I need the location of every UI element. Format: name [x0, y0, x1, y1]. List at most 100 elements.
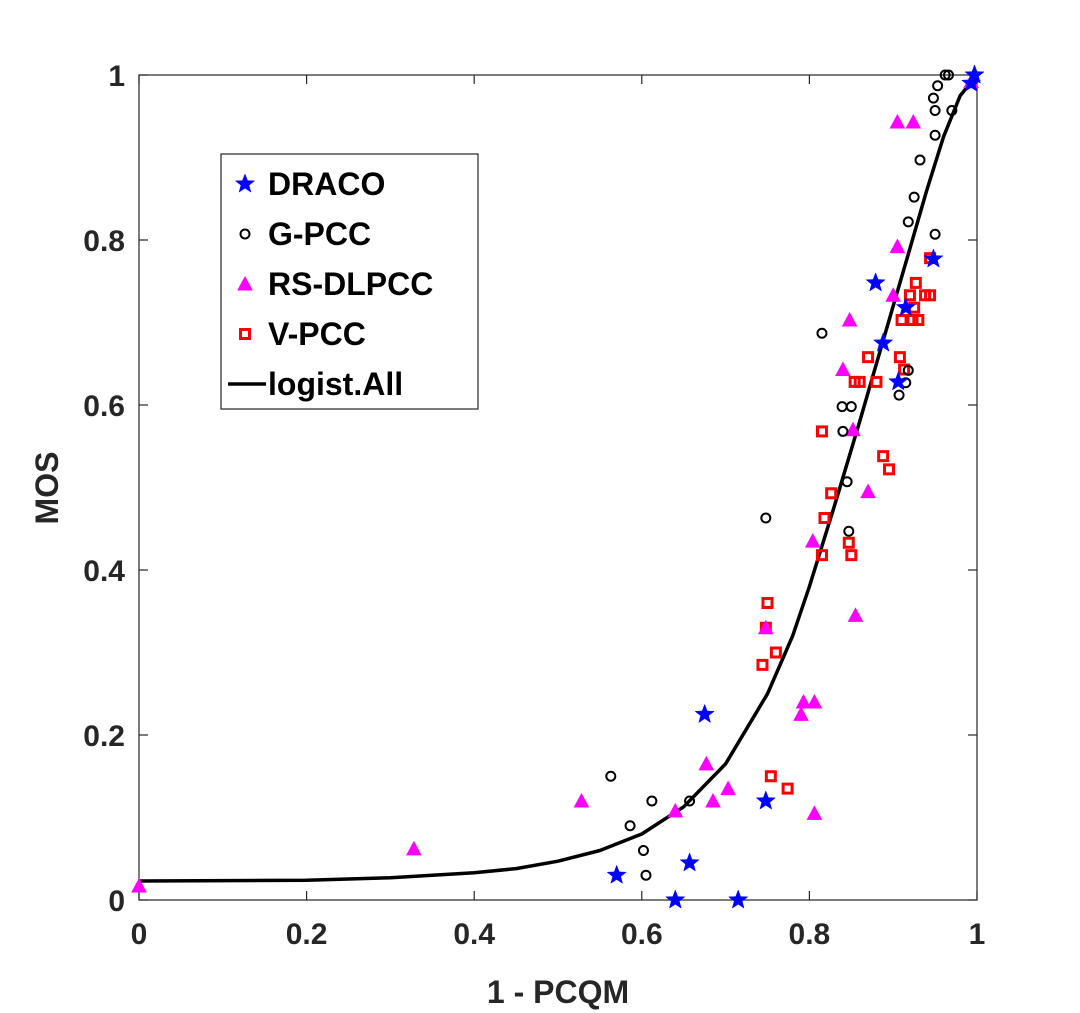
data-point-star	[665, 889, 686, 909]
data-point-square	[845, 549, 858, 562]
data-point-circle	[646, 795, 658, 807]
data-point-star	[728, 889, 749, 909]
series-g-pcc	[605, 69, 958, 881]
data-point-square	[825, 487, 838, 500]
data-point-triangle	[889, 238, 906, 254]
data-point-triangle	[905, 113, 922, 129]
data-point-square	[909, 276, 922, 289]
data-point-triangle	[845, 421, 861, 437]
data-point-square	[903, 289, 916, 302]
legend: DRACO G-PCC RS-DLPCC V-PCC logist.All	[220, 153, 479, 410]
data-point-square	[756, 658, 769, 671]
series-rs-dlpcc	[131, 73, 979, 893]
data-point-star	[895, 296, 916, 317]
logistic-fit-line	[138, 73, 979, 883]
data-point-square	[862, 351, 875, 364]
y-tick-label: 0	[108, 885, 125, 918]
legend-marker-triangle	[237, 275, 253, 291]
data-point-square	[764, 770, 777, 783]
tick-labels: 0 0.2 0.4 0.6 0.8 1 0 0.2 0.4 0.6 0.8 1	[83, 60, 985, 951]
data-point-circle	[605, 770, 617, 782]
y-tick-label: 0.2	[83, 720, 125, 753]
data-point-triangle	[885, 287, 902, 302]
data-point-square	[842, 536, 855, 549]
data-point-triangle	[705, 792, 721, 808]
fit-line-layer	[138, 73, 979, 883]
data-point-square	[877, 450, 890, 463]
legend-marker-circle	[239, 228, 251, 240]
legend-entries: DRACO G-PCC RS-DLPCC V-PCC logist.All	[228, 166, 433, 402]
data-point-circle	[816, 327, 828, 339]
data-point-circle	[902, 216, 914, 228]
legend-marker-square	[239, 328, 251, 340]
data-point-circle	[843, 525, 855, 537]
series-draco	[606, 64, 985, 909]
y-tick-label: 1	[108, 60, 125, 93]
data-point-star	[865, 272, 886, 292]
legend-marker-star	[234, 173, 256, 193]
data-point-triangle	[841, 311, 858, 327]
data-point-triangle	[698, 755, 715, 771]
data-point-triangle	[757, 619, 774, 635]
data-point-square	[853, 375, 866, 388]
data-point-circle	[908, 191, 920, 203]
x-tick-label: 0.6	[621, 918, 663, 951]
data-point-triangle	[667, 802, 684, 818]
x-tick-label: 0.4	[453, 918, 495, 951]
y-tick-label: 0.4	[83, 555, 125, 588]
data-point-triangle	[889, 113, 906, 129]
data-point-square	[895, 314, 908, 327]
x-axis-title: 1 - PCQM	[487, 974, 629, 1010]
data-point-circle	[684, 795, 696, 807]
data-point-square	[769, 646, 782, 659]
data-point-triangle	[860, 483, 876, 499]
x-tick-label: 0.2	[286, 918, 328, 951]
data-point-triangle	[406, 840, 422, 856]
data-point-circle	[893, 389, 905, 401]
y-tick-label: 0.8	[83, 225, 125, 258]
y-tick-label: 0.6	[83, 390, 125, 423]
data-point-triangle	[806, 805, 823, 820]
data-point-circle	[927, 92, 939, 104]
data-point-circle	[929, 104, 941, 116]
legend-label: DRACO	[268, 166, 385, 202]
data-point-circle	[640, 869, 652, 881]
series-v-pcc	[756, 252, 937, 795]
x-tick-label: 1	[969, 918, 986, 951]
data-point-circle	[914, 154, 926, 166]
data-point-circle	[943, 69, 955, 81]
data-point-circle	[760, 512, 772, 524]
data-point-star	[888, 371, 909, 391]
data-point-square	[924, 289, 937, 302]
data-point-star	[694, 703, 715, 724]
data-point-circle	[946, 104, 958, 116]
data-point-triangle	[573, 792, 590, 808]
data-point-circle	[932, 80, 944, 92]
data-point-triangle	[795, 693, 812, 709]
data-point-star	[872, 332, 894, 352]
data-point-triangle	[847, 607, 864, 622]
data-point-circle	[902, 364, 914, 376]
data-point-square	[893, 351, 906, 364]
data-point-circle	[929, 228, 941, 240]
data-point-triangle	[131, 877, 147, 893]
legend-label: V-PCC	[268, 316, 366, 352]
data-point-circle	[845, 401, 857, 413]
data-point-square	[815, 425, 828, 438]
data-point-star	[923, 248, 944, 268]
data-point-square	[815, 549, 828, 562]
data-point-circle	[837, 425, 849, 437]
data-point-star	[606, 864, 627, 884]
data-point-circle	[624, 820, 636, 832]
data-point-square	[870, 375, 883, 388]
data-point-circle	[637, 845, 649, 856]
data-point-square	[912, 314, 925, 327]
data-point-circle	[841, 476, 853, 488]
data-point-triangle	[804, 533, 821, 548]
data-point-circle	[939, 69, 951, 81]
data-points	[131, 64, 985, 909]
data-point-star	[679, 852, 700, 872]
legend-label: G-PCC	[268, 216, 371, 252]
data-point-square	[898, 363, 911, 376]
